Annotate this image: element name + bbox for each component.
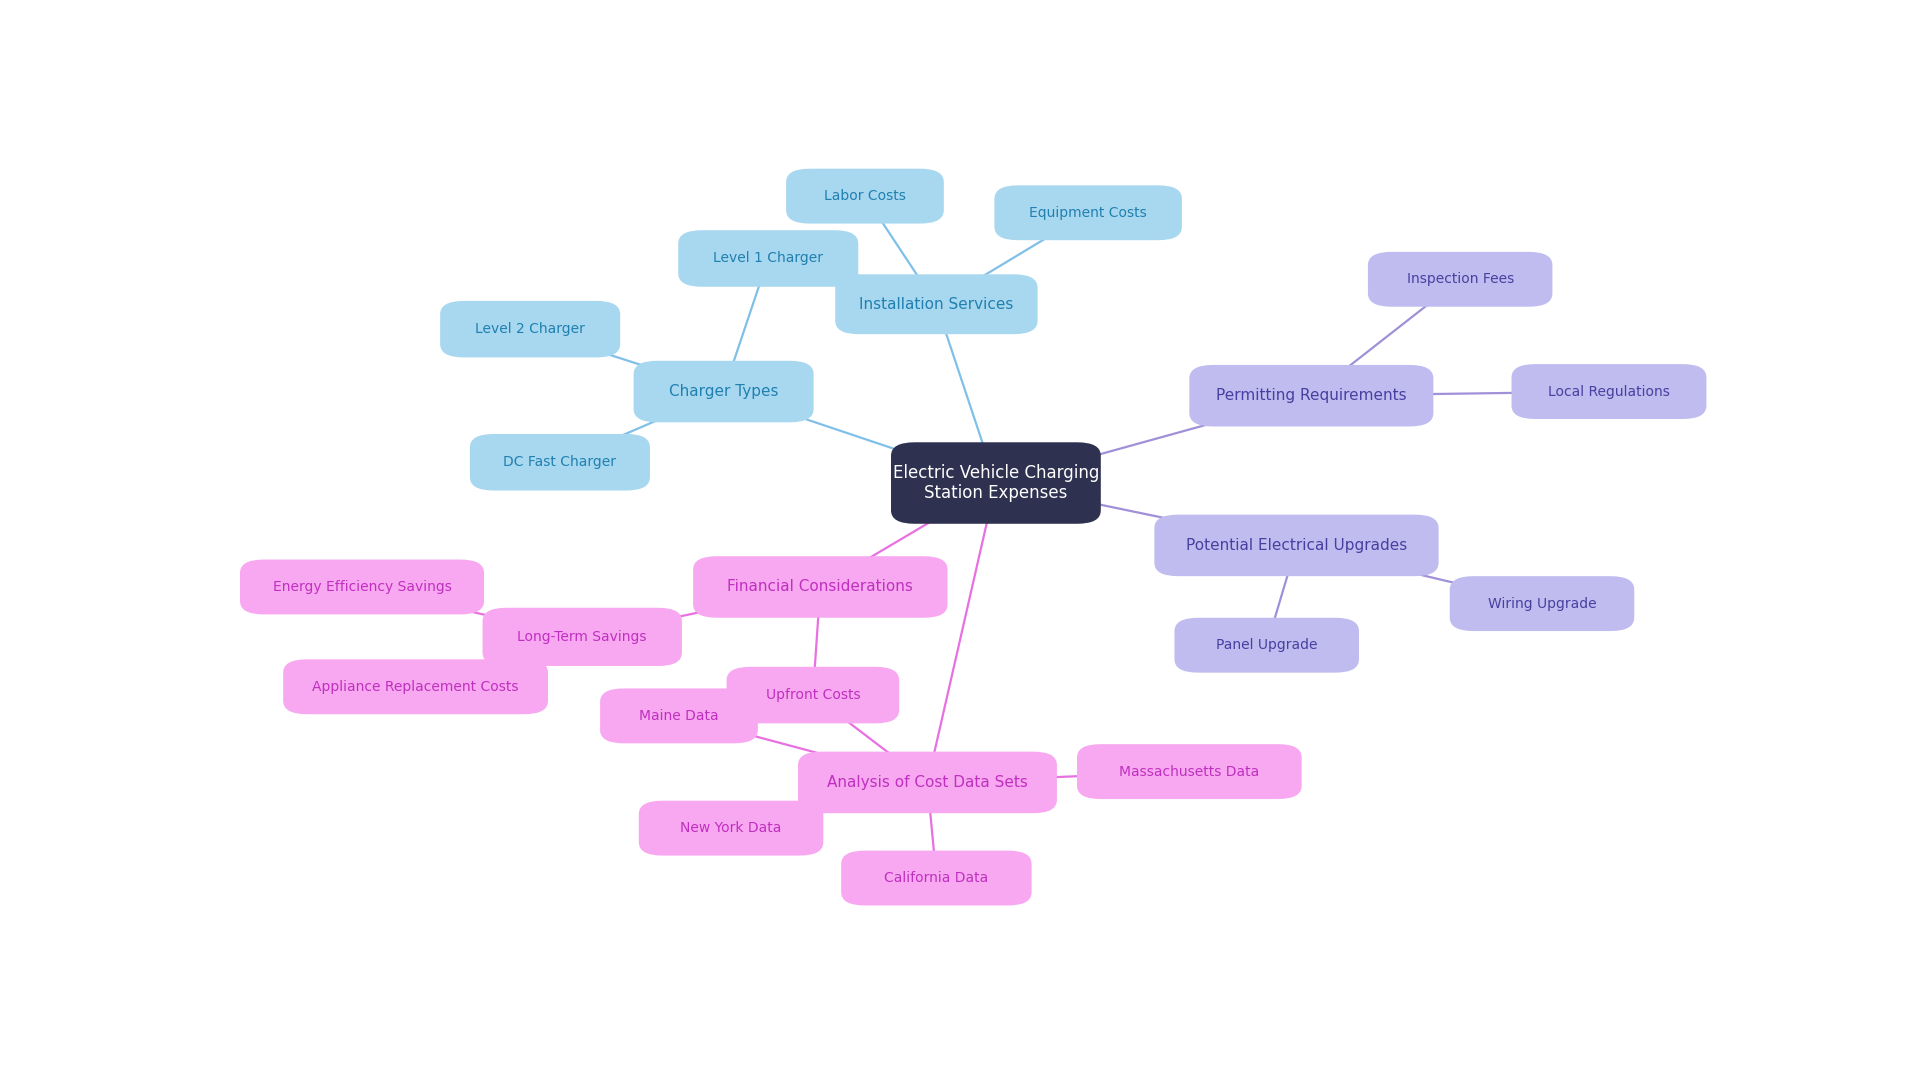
FancyBboxPatch shape: [785, 168, 945, 224]
FancyBboxPatch shape: [1511, 364, 1707, 419]
Text: Local Regulations: Local Regulations: [1548, 384, 1670, 399]
FancyBboxPatch shape: [1077, 744, 1302, 799]
Text: Massachusetts Data: Massachusetts Data: [1119, 765, 1260, 779]
FancyBboxPatch shape: [835, 274, 1037, 334]
Text: Permitting Requirements: Permitting Requirements: [1215, 388, 1407, 403]
Text: Financial Considerations: Financial Considerations: [728, 580, 914, 594]
FancyBboxPatch shape: [282, 659, 547, 714]
FancyBboxPatch shape: [799, 752, 1056, 813]
Text: Wiring Upgrade: Wiring Upgrade: [1488, 596, 1596, 610]
Text: Labor Costs: Labor Costs: [824, 189, 906, 203]
Text: Installation Services: Installation Services: [858, 297, 1014, 312]
FancyBboxPatch shape: [440, 301, 620, 357]
Text: Potential Electrical Upgrades: Potential Electrical Upgrades: [1187, 538, 1407, 553]
Text: Equipment Costs: Equipment Costs: [1029, 206, 1146, 219]
FancyBboxPatch shape: [639, 800, 824, 855]
Text: Level 2 Charger: Level 2 Charger: [476, 322, 586, 336]
FancyBboxPatch shape: [240, 559, 484, 615]
Text: Maine Data: Maine Data: [639, 708, 718, 723]
FancyBboxPatch shape: [891, 443, 1100, 524]
Text: Upfront Costs: Upfront Costs: [766, 688, 860, 702]
Text: Panel Upgrade: Panel Upgrade: [1215, 638, 1317, 652]
FancyBboxPatch shape: [634, 361, 814, 422]
Text: Charger Types: Charger Types: [668, 384, 778, 399]
FancyBboxPatch shape: [1188, 365, 1434, 427]
Text: Analysis of Cost Data Sets: Analysis of Cost Data Sets: [828, 775, 1027, 789]
FancyBboxPatch shape: [1154, 515, 1438, 576]
Text: Electric Vehicle Charging
Station Expenses: Electric Vehicle Charging Station Expens…: [893, 463, 1098, 502]
FancyBboxPatch shape: [1367, 252, 1553, 307]
FancyBboxPatch shape: [482, 608, 682, 666]
Text: Level 1 Charger: Level 1 Charger: [712, 252, 824, 266]
FancyBboxPatch shape: [1175, 618, 1359, 673]
FancyBboxPatch shape: [678, 230, 858, 287]
Text: New York Data: New York Data: [680, 821, 781, 835]
Text: DC Fast Charger: DC Fast Charger: [503, 456, 616, 469]
Text: Long-Term Savings: Long-Term Savings: [518, 630, 647, 644]
FancyBboxPatch shape: [693, 556, 948, 618]
FancyBboxPatch shape: [841, 851, 1031, 905]
Text: Energy Efficiency Savings: Energy Efficiency Savings: [273, 580, 451, 594]
FancyBboxPatch shape: [601, 688, 758, 743]
Text: California Data: California Data: [885, 872, 989, 885]
FancyBboxPatch shape: [1450, 576, 1634, 631]
Text: Appliance Replacement Costs: Appliance Replacement Costs: [313, 679, 518, 693]
Text: Inspection Fees: Inspection Fees: [1407, 272, 1513, 286]
FancyBboxPatch shape: [726, 666, 899, 724]
FancyBboxPatch shape: [995, 186, 1183, 240]
FancyBboxPatch shape: [470, 434, 651, 490]
